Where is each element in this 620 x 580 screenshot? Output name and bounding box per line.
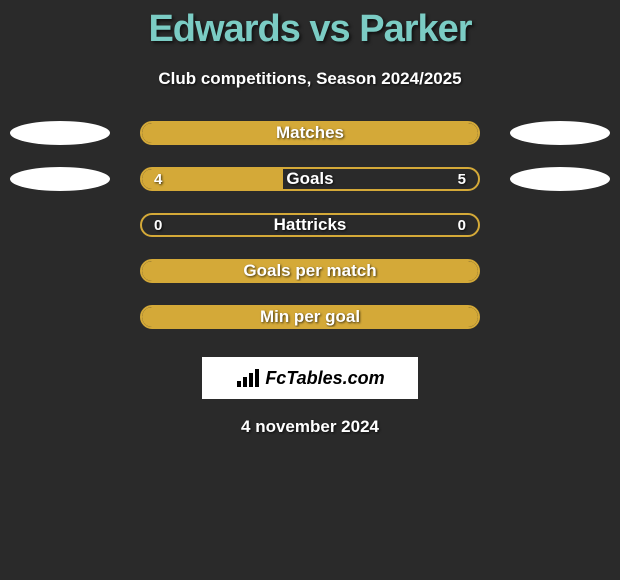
- stat-label: Hattricks: [142, 215, 478, 235]
- stat-bar: Matches: [140, 121, 480, 145]
- stat-rows: Matches Goals4 5 Hattricks0 0 Goals per match…: [0, 121, 620, 329]
- player-oval-right: [510, 121, 610, 145]
- logo: FcTables.com: [235, 367, 384, 389]
- logo-box: FcTables.com: [202, 357, 418, 399]
- stat-row: Goals4 5: [0, 167, 620, 191]
- stat-value-right: 0: [458, 217, 466, 234]
- stat-bar: Min per goal: [140, 305, 480, 329]
- comparison-chart: Edwards vs Parker Club competitions, Sea…: [0, 0, 620, 437]
- stat-value-left: 4: [154, 171, 162, 188]
- chart-bars-icon: [235, 367, 261, 389]
- stat-value-right: 5: [458, 171, 466, 188]
- chart-date: 4 november 2024: [241, 417, 379, 437]
- stat-label: Goals per match: [142, 261, 478, 281]
- stat-row: Goals per match: [0, 259, 620, 283]
- stat-row: Hattricks0 0: [0, 213, 620, 237]
- player-oval-left: [10, 121, 110, 145]
- stat-row: Min per goal: [0, 305, 620, 329]
- stat-row: Matches: [0, 121, 620, 145]
- stat-label: Min per goal: [142, 307, 478, 327]
- stat-bar: Hattricks0 0: [140, 213, 480, 237]
- player-oval-right: [510, 167, 610, 191]
- stat-bar: Goals per match: [140, 259, 480, 283]
- stat-value-left: 0: [154, 217, 162, 234]
- stat-label: Goals: [142, 169, 478, 189]
- stat-label: Matches: [142, 123, 478, 143]
- stat-bar: Goals4 5: [140, 167, 480, 191]
- chart-subtitle: Club competitions, Season 2024/2025: [158, 69, 461, 89]
- player-oval-left: [10, 167, 110, 191]
- chart-title: Edwards vs Parker: [148, 8, 471, 51]
- logo-text: FcTables.com: [265, 368, 384, 389]
